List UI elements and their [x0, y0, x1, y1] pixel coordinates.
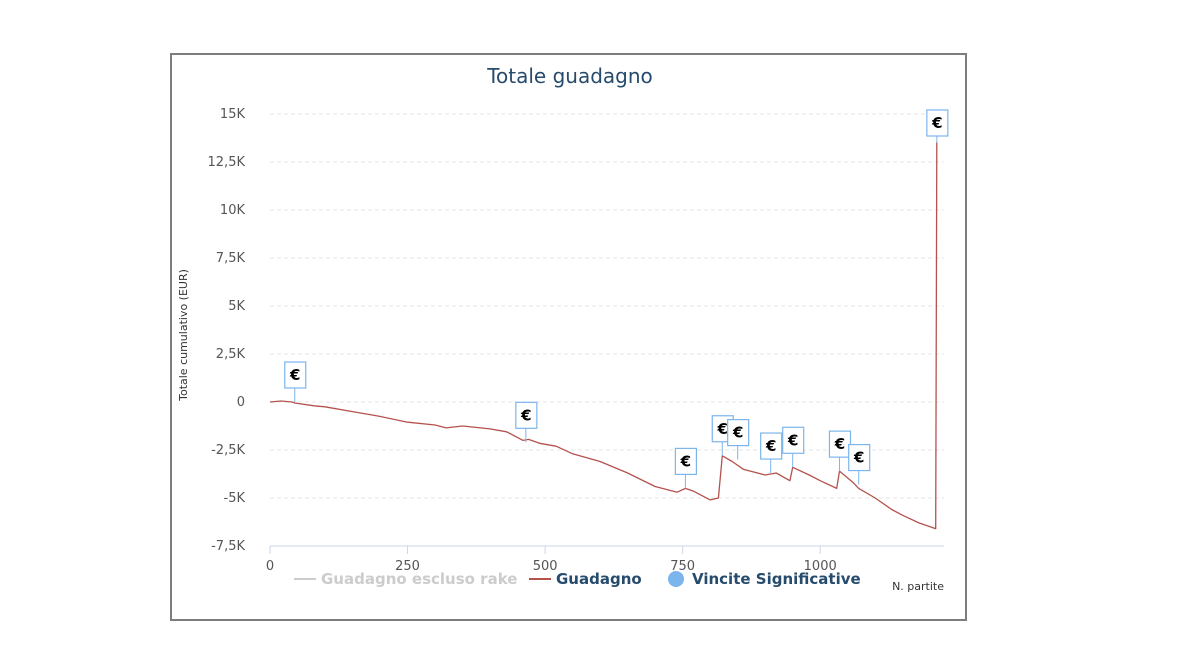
y-tick-label: 0	[237, 395, 245, 410]
x-tick-label: 750	[670, 559, 695, 574]
legend-item-label: Guadagno escluso rake	[321, 570, 517, 588]
flag-box	[760, 432, 783, 460]
legend-item-label: Guadagno	[556, 570, 642, 588]
flag-box	[782, 426, 805, 454]
y-axis-title: Totale cumulativo (EUR)	[177, 269, 190, 402]
y-tick-label: 5K	[228, 299, 245, 314]
flag-box	[848, 443, 871, 472]
flag-box	[515, 401, 538, 429]
x-tick-label: 1000	[804, 559, 837, 574]
flag-box	[727, 419, 750, 447]
y-tick-label: 12,5K	[208, 155, 246, 170]
flag-label: €	[289, 366, 300, 384]
y-tick-label: 7,5K	[216, 251, 246, 266]
x-tick-label: 250	[395, 559, 420, 574]
flag-label: €	[931, 114, 942, 132]
flag-label: €	[732, 424, 743, 442]
flag-label: €	[765, 437, 776, 455]
flag-label: €	[834, 435, 845, 453]
flag-label: €	[717, 420, 728, 438]
chart-svg: Totale guadagno 15K 12,5K 10K 7,5K 5K 2,5K 0 -2,…	[177, 64, 949, 593]
flag-box	[284, 361, 307, 389]
flag-label: €	[680, 452, 691, 470]
legend-symbol	[668, 571, 684, 587]
flag-box	[926, 109, 949, 137]
y-tick-label: -5K	[224, 491, 246, 506]
y-tick-label: -2,5K	[211, 443, 245, 458]
flag-label: €	[787, 431, 798, 449]
x-tick-label: 500	[533, 559, 558, 574]
flag-label: €	[853, 449, 864, 467]
y-tick-label: 10K	[220, 203, 246, 218]
chart-frame: Totale guadagno 15K 12,5K 10K 7,5K 5K 2,5K 0 -2,…	[170, 53, 967, 621]
series-line-guadagno	[269, 142, 938, 530]
chart-title: Totale guadagno	[486, 64, 653, 88]
flag-label: €	[520, 406, 531, 424]
y-tick-label: 2,5K	[216, 347, 246, 362]
y-tick-label: -7,5K	[211, 539, 245, 554]
legend-item-label: Vincite Significative	[692, 570, 861, 588]
x-axis-title: N. partite	[892, 580, 944, 593]
flag-box	[674, 447, 698, 475]
y-tick-label: 15K	[220, 107, 246, 122]
x-tick-label: 0	[266, 559, 274, 574]
